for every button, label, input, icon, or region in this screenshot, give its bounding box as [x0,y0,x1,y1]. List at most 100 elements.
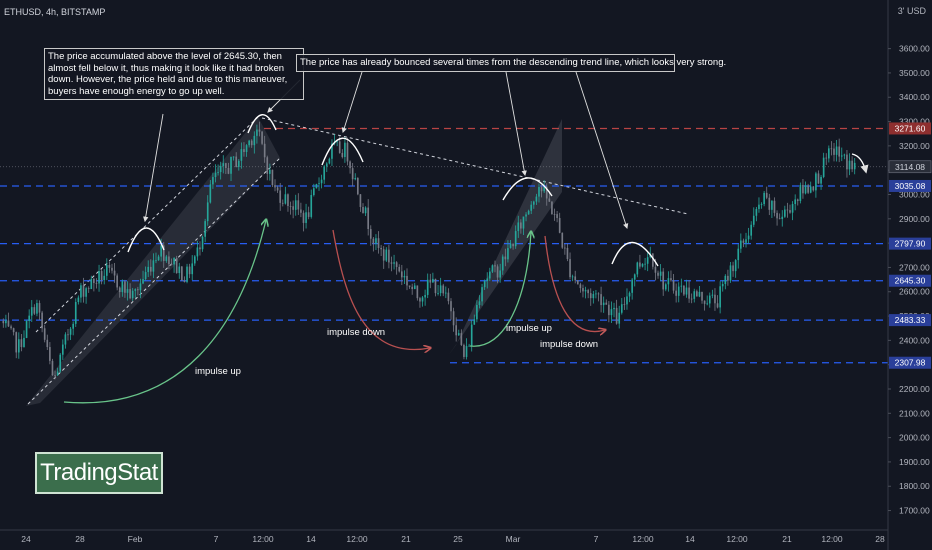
candle-body [512,243,514,247]
candle [64,332,67,349]
candle-body [173,258,175,265]
candle-body [28,315,31,321]
candle [589,288,592,306]
candle-body [538,186,540,197]
candle [400,264,403,286]
candle-body [367,207,370,230]
candle [794,194,797,211]
candle-body [608,304,610,316]
candle [253,131,256,154]
candle [833,143,835,162]
candle-body [835,146,838,155]
candle [724,274,727,290]
candle-body [540,186,543,192]
candle-body [672,280,675,291]
candle-body [809,186,812,193]
candle-body [548,198,551,202]
candle-body [377,238,380,248]
candle [853,157,856,175]
candle-body [543,186,545,192]
candle [631,277,633,300]
candle-body [230,156,232,174]
candle-body [662,271,665,290]
candle-body [742,240,745,243]
candle [367,199,370,236]
candle-body [514,231,517,247]
x-tick-label: 12:00 [632,534,654,544]
candle-body [755,209,758,216]
x-tick-label: Feb [128,534,143,544]
candle [147,260,150,278]
candle-body [654,266,657,273]
candle-body [437,293,439,294]
candle-body [623,304,626,306]
candle [7,312,10,328]
candle [85,286,87,304]
impulse-up-curve-2 [469,232,531,347]
candle-body [2,320,5,324]
y-tick-label: 2600.00 [899,287,930,297]
candle-body [72,323,74,329]
candle-body [310,194,313,217]
y-tick-label: 2700.00 [899,262,930,272]
candle-body [468,345,470,347]
candle [256,124,258,144]
candle [804,181,807,195]
x-tick-label: 28 [875,534,885,544]
candle-body [400,271,403,278]
candle-body [827,148,830,159]
candle [551,201,553,215]
candle-body [807,185,809,193]
candle-body [553,214,556,215]
candle [168,251,170,270]
candle [711,289,714,299]
candle-body [152,260,155,272]
candle-body [812,186,815,191]
candle-body [395,262,398,267]
candle [364,206,367,217]
candle-body [794,199,797,205]
candle [478,295,481,309]
candle [103,269,106,285]
candle [698,285,701,298]
candle [214,164,217,183]
candle-body [664,284,667,290]
candle [680,278,683,293]
candle [193,255,196,266]
candle [69,327,72,340]
candle [626,288,628,310]
candle [576,280,579,285]
candle-body [771,200,773,210]
candle-body [789,210,791,213]
candle-body [776,212,778,219]
candle [840,147,843,162]
arc-2 [247,114,277,134]
candle [157,254,160,261]
candle-body [822,157,825,177]
candle-body [227,168,230,174]
candle-body [825,157,828,159]
candle-body [551,201,553,215]
candle-body [452,311,455,326]
candle-body [522,216,525,229]
candle [307,206,310,220]
candle-body [791,204,794,213]
candle-body [388,249,390,263]
candle [325,162,328,173]
candle [737,244,740,269]
candle [188,263,191,279]
candle [248,139,250,148]
candle-body [626,296,628,305]
candle [796,198,799,206]
candle [745,232,747,248]
candle-body [582,288,584,292]
candle-body [359,194,362,207]
candle-body [773,200,776,213]
candle-body [639,262,641,267]
candle-body [56,371,59,376]
candle [827,145,830,163]
candle-body [579,284,582,289]
y-tick-label: 3600.00 [899,44,930,54]
candle-body [434,278,437,294]
